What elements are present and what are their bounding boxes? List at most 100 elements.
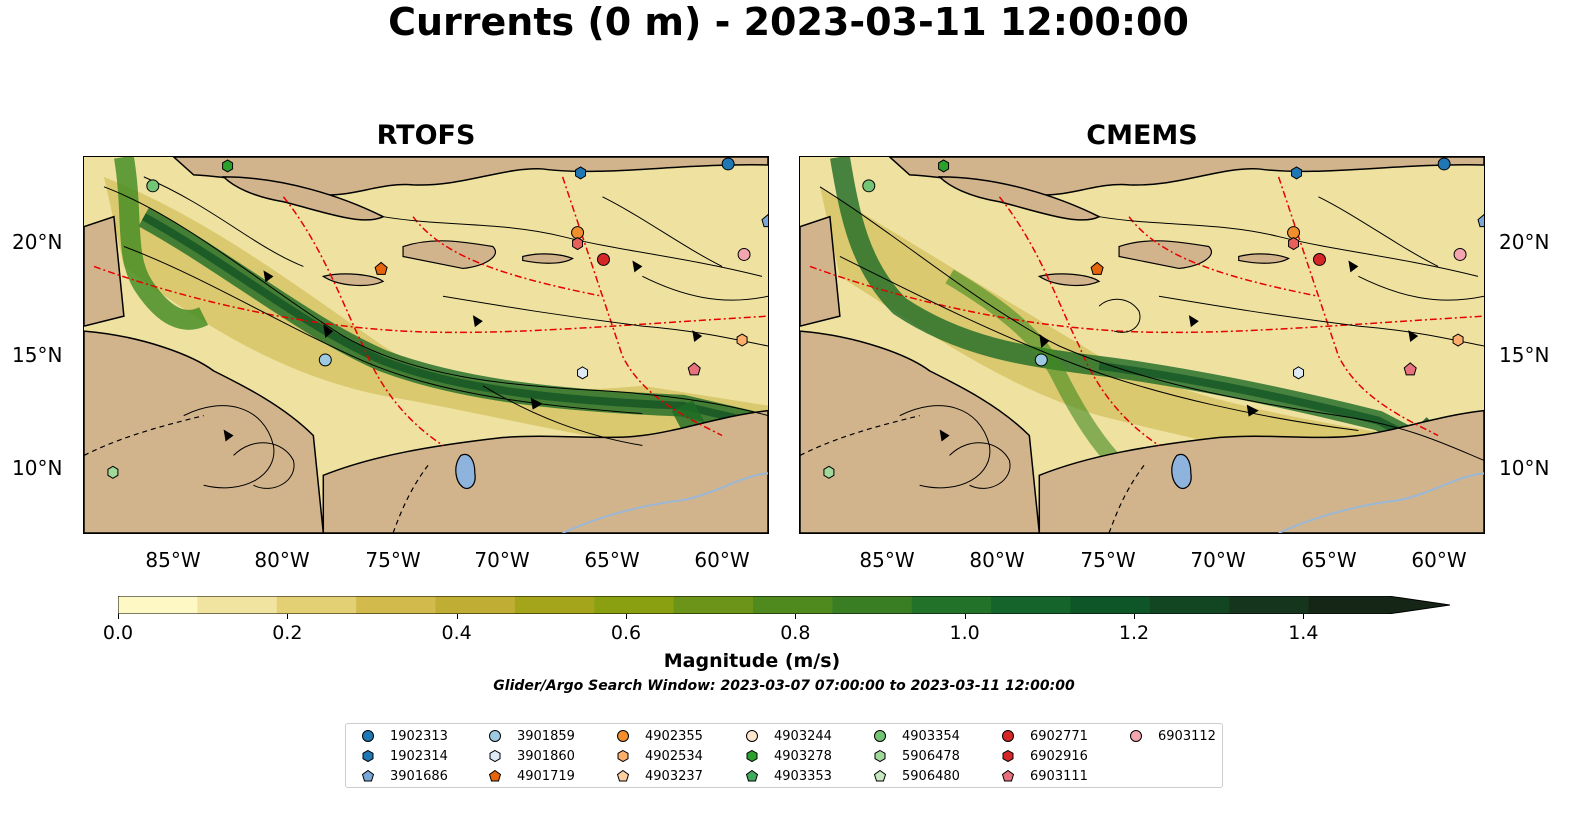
pentagon-marker-icon bbox=[745, 769, 759, 782]
colorbar-tick-mark bbox=[626, 614, 627, 619]
legend-item-5906480: 5906480 bbox=[872, 767, 960, 785]
colorbar-segment bbox=[1070, 596, 1151, 614]
panel-title-rtofs: RTOFS bbox=[376, 120, 476, 151]
legend: 1902313 1902314 3901686 3901859 3901860 49017… bbox=[345, 723, 1223, 788]
colorbar-segment bbox=[435, 596, 516, 614]
pentagon-marker-icon bbox=[361, 769, 375, 782]
rtofs-lon-75w: 75°W bbox=[365, 548, 421, 572]
rtofs-lon-70w: 70°W bbox=[474, 548, 530, 572]
lat-label-left-10n: 10°N bbox=[12, 456, 63, 480]
legend-item-6903111: 6903111 bbox=[1000, 767, 1088, 785]
colorbar-tick-mark bbox=[456, 614, 458, 619]
cmems-lon-85w: 85°W bbox=[859, 548, 915, 572]
legend-item-4901719: 4901719 bbox=[487, 767, 575, 785]
legend-item-4902534: 4902534 bbox=[615, 747, 703, 765]
legend-item-6902916: 6902916 bbox=[1000, 747, 1088, 765]
legend-label: 4903353 bbox=[774, 768, 832, 784]
colorbar-tick-label: 0.4 bbox=[441, 622, 472, 644]
colorbar-tick-label: 1.4 bbox=[1288, 622, 1319, 644]
rtofs-lon-80w: 80°W bbox=[254, 548, 310, 572]
legend-label: 1902314 bbox=[390, 748, 448, 764]
legend-label: 6902771 bbox=[1030, 728, 1088, 744]
legend-label: 5906480 bbox=[902, 768, 960, 784]
colorbar-tick-label: 0.0 bbox=[102, 622, 134, 644]
colorbar-tick-label: 0.6 bbox=[610, 622, 642, 644]
circle-marker-icon bbox=[1002, 730, 1014, 742]
search-window-text: Glider/Argo Search Window: 2023-03-07 07… bbox=[493, 678, 1075, 694]
colorbar-segment bbox=[1308, 596, 1389, 614]
legend-label: 4903278 bbox=[774, 748, 832, 764]
legend-label: 6903111 bbox=[1030, 768, 1088, 784]
legend-label: 4902355 bbox=[645, 728, 703, 744]
colorbar-outline bbox=[118, 596, 1450, 614]
hexagon-marker-icon bbox=[746, 749, 758, 763]
legend-item-4903353: 4903353 bbox=[744, 767, 832, 785]
legend-item-4903237: 4903237 bbox=[615, 767, 703, 785]
cmems-lon-75w: 75°W bbox=[1080, 548, 1136, 572]
panel-title-cmems: CMEMS bbox=[1086, 120, 1198, 151]
pentagon-marker-icon bbox=[1001, 769, 1015, 782]
colorbar-tick-label: 1.2 bbox=[1118, 622, 1150, 644]
colorbar-tick-mark bbox=[118, 614, 119, 619]
legend-item-3901859: 3901859 bbox=[487, 727, 575, 745]
legend-item-1902313: 1902313 bbox=[360, 727, 448, 745]
colorbar-segment bbox=[832, 596, 913, 614]
colorbar-tick-mark bbox=[795, 614, 797, 619]
colorbar-label: Magnitude (m/s) bbox=[663, 650, 841, 672]
legend-label: 3901860 bbox=[517, 748, 575, 764]
legend-item-6903112: 6903112 bbox=[1128, 727, 1216, 745]
legend-label: 4901719 bbox=[517, 768, 575, 784]
colorbar-segment bbox=[356, 596, 436, 614]
pentagon-marker-icon bbox=[488, 769, 502, 782]
rtofs-map-canvas bbox=[84, 157, 768, 533]
colorbar-segment bbox=[594, 596, 675, 614]
legend-label: 4903354 bbox=[902, 728, 960, 744]
cmems-lon-65w: 65°W bbox=[1301, 548, 1357, 572]
legend-item-4903278: 4903278 bbox=[744, 747, 832, 765]
legend-label: 3901859 bbox=[517, 728, 575, 744]
lat-label-right-20n: 20°N bbox=[1499, 230, 1550, 254]
colorbar-tick-label: 0.8 bbox=[780, 622, 811, 644]
legend-label: 1902313 bbox=[390, 728, 448, 744]
pentagon-marker-icon bbox=[616, 769, 630, 782]
legend-item-5906478: 5906478 bbox=[872, 747, 960, 765]
hexagon-marker-icon bbox=[617, 749, 629, 763]
cmems-map[interactable] bbox=[799, 156, 1485, 534]
colorbar-extend-arrow bbox=[1388, 596, 1450, 614]
colorbar-segment bbox=[1229, 596, 1310, 614]
hexagon-marker-icon bbox=[874, 749, 886, 763]
pentagon-marker-icon bbox=[873, 769, 887, 782]
rtofs-map[interactable] bbox=[83, 156, 769, 534]
hexagon-marker-icon bbox=[1002, 749, 1014, 763]
rtofs-lon-65w: 65°W bbox=[584, 548, 640, 572]
rtofs-lon-85w: 85°W bbox=[145, 548, 201, 572]
legend-label: 4903237 bbox=[645, 768, 703, 784]
colorbar-tick-mark bbox=[1134, 614, 1135, 619]
legend-label: 4903244 bbox=[774, 728, 832, 744]
legend-item-1902314: 1902314 bbox=[360, 747, 448, 765]
circle-marker-icon bbox=[362, 730, 374, 742]
colorbar-tick-label: 1.0 bbox=[949, 622, 980, 644]
colorbar-segment bbox=[197, 596, 278, 614]
colorbar-segment bbox=[753, 596, 833, 614]
legend-item-4903354: 4903354 bbox=[872, 727, 960, 745]
colorbar-tick-label: 0.2 bbox=[272, 622, 303, 644]
hexagon-marker-icon bbox=[489, 749, 501, 763]
colorbar-tick-mark bbox=[287, 614, 289, 619]
lat-label-left-15n: 15°N bbox=[12, 343, 63, 367]
legend-item-3901686: 3901686 bbox=[360, 767, 448, 785]
lat-label-right-15n: 15°N bbox=[1499, 343, 1550, 367]
figure-title: Currents (0 m) - 2023-03-11 12:00:00 bbox=[388, 0, 1189, 44]
circle-marker-icon bbox=[874, 730, 886, 742]
legend-label: 6902916 bbox=[1030, 748, 1088, 764]
circle-marker-icon bbox=[489, 730, 501, 742]
legend-label: 3901686 bbox=[390, 768, 448, 784]
colorbar bbox=[118, 596, 1450, 614]
legend-item-4902355: 4902355 bbox=[615, 727, 703, 745]
colorbar-segment bbox=[911, 596, 992, 614]
cmems-lon-80w: 80°W bbox=[969, 548, 1025, 572]
colorbar-tick-mark bbox=[964, 614, 966, 619]
colorbar-segment bbox=[673, 596, 754, 614]
legend-item-6902771: 6902771 bbox=[1000, 727, 1088, 745]
circle-marker-icon bbox=[617, 730, 629, 742]
